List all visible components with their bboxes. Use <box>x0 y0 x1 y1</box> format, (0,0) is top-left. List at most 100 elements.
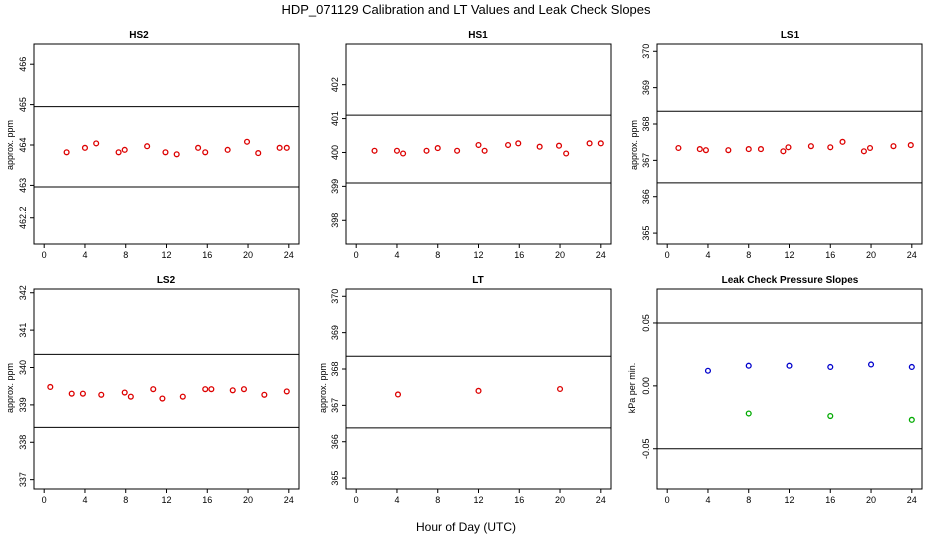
data-point-calibration <box>179 393 186 400</box>
data-point-long-term <box>475 387 482 394</box>
x-tick-label: 12 <box>161 495 171 505</box>
data-point-calibration <box>255 150 262 157</box>
y-tick-label: 369 <box>330 325 340 340</box>
data-point-blue <box>867 361 875 368</box>
y-tick-label: 341 <box>18 323 28 338</box>
x-tick-label: 24 <box>596 250 606 260</box>
data-point-blue <box>908 363 915 371</box>
data-point-calibration <box>515 140 522 147</box>
data-point-calibration <box>555 142 563 149</box>
y-tick-label: 400 <box>330 145 340 160</box>
x-tick-label: 0 <box>665 495 670 505</box>
x-tick-label: 24 <box>907 495 917 505</box>
y-axis-label: approx. ppm <box>5 120 15 170</box>
x-tick-label: 8 <box>746 250 751 260</box>
data-point-calibration <box>434 145 441 152</box>
y-tick-label: 399 <box>330 179 340 194</box>
x-tick-label: 0 <box>354 250 359 260</box>
data-point-calibration <box>240 386 248 393</box>
y-tick-label: 366 <box>641 189 651 204</box>
data-point-calibration <box>79 390 86 397</box>
data-point-calibration <box>98 391 105 398</box>
x-tick-label: 0 <box>354 495 359 505</box>
plot-frame <box>656 288 923 490</box>
data-point-blue <box>827 363 834 371</box>
data-point-calibration <box>702 147 709 154</box>
data-point-calibration <box>159 395 166 402</box>
panel-title: HS2 <box>129 30 149 41</box>
panel-lt: LT approx. ppm <box>318 275 484 413</box>
chart-ls1: 0 4 8 12 16 20 24 365 366 367 368 369 370 <box>641 43 923 260</box>
data-point-calibration <box>283 144 290 151</box>
x-tick-label: 12 <box>784 495 794 505</box>
x-tick-label: 20 <box>243 495 253 505</box>
data-point-calibration <box>243 138 251 145</box>
data-point-calibration <box>475 141 482 149</box>
x-tick-label: 24 <box>284 250 294 260</box>
chart-leak: 0 4 8 12 16 20 24 -0.05 0.00 0.05 <box>641 288 923 505</box>
y-tick-label: 464 <box>18 137 28 152</box>
x-tick-label: 8 <box>123 250 128 260</box>
x-tick-label: 20 <box>866 495 876 505</box>
data-point-calibration <box>202 386 209 393</box>
data-point-long-term <box>556 385 564 393</box>
plot-frame <box>656 43 923 245</box>
data-point-calibration <box>839 138 846 145</box>
y-tick-label: 401 <box>330 111 340 126</box>
x-tick-label: 0 <box>665 250 670 260</box>
data-point-calibration <box>283 388 290 395</box>
plot-frame <box>33 43 300 245</box>
y-tick-label: 0.00 <box>641 377 651 395</box>
y-tick-label: 370 <box>330 289 340 304</box>
panel-hs1: HS1 <box>468 30 488 41</box>
data-point-calibration <box>807 143 814 150</box>
y-tick-label: 465 <box>18 97 28 112</box>
x-tick-label: 24 <box>284 495 294 505</box>
data-point-blue <box>786 362 793 369</box>
data-point-calibration <box>423 147 430 154</box>
chart-lt: 0 4 8 12 16 20 24 365 366 367 368 369 370 <box>330 288 612 505</box>
data-point-calibration <box>597 140 604 147</box>
panel-ls2: LS2 approx. ppm <box>5 275 176 413</box>
data-point-calibration <box>860 148 867 155</box>
data-point-calibration <box>150 386 157 393</box>
y-tick-label: 368 <box>641 116 651 131</box>
y-tick-label: 462.2 <box>18 206 28 229</box>
data-point-calibration <box>454 147 461 154</box>
data-point-calibration <box>785 144 792 151</box>
x-tick-label: 4 <box>394 250 399 260</box>
data-point-calibration <box>866 144 874 152</box>
x-tick-label: 12 <box>473 250 483 260</box>
data-point-calibration <box>261 391 268 398</box>
data-point-calibration <box>63 149 70 156</box>
data-point-calibration <box>162 149 169 156</box>
data-point-calibration <box>907 142 914 149</box>
data-point-calibration <box>505 141 512 149</box>
y-tick-label: 367 <box>641 153 651 168</box>
x-tick-label: 20 <box>866 250 876 260</box>
data-point-blue <box>704 367 712 374</box>
data-point-calibration <box>563 150 570 157</box>
data-point-green <box>745 410 752 417</box>
data-point-calibration <box>400 150 407 157</box>
data-point-calibration <box>371 147 378 154</box>
data-point-calibration <box>224 146 231 153</box>
panel-title: LS1 <box>781 30 800 41</box>
data-point-calibration <box>586 140 593 147</box>
data-point-calibration <box>276 144 283 151</box>
x-tick-label: 0 <box>42 495 47 505</box>
y-tick-label: 366 <box>330 434 340 449</box>
y-axis-label: kPa per min. <box>627 363 637 414</box>
y-tick-label: 365 <box>330 471 340 486</box>
y-axis-label: approx. ppm <box>5 363 15 413</box>
data-point-calibration <box>745 146 752 153</box>
plot-frame <box>345 43 612 245</box>
x-tick-label: 20 <box>555 495 565 505</box>
data-point-calibration <box>208 386 215 393</box>
y-tick-label: 337 <box>18 472 28 487</box>
y-tick-label: 365 <box>641 226 651 241</box>
data-point-calibration <box>725 147 732 154</box>
x-tick-label: 4 <box>82 250 87 260</box>
panel-title: Leak Check Pressure Slopes <box>722 275 859 286</box>
